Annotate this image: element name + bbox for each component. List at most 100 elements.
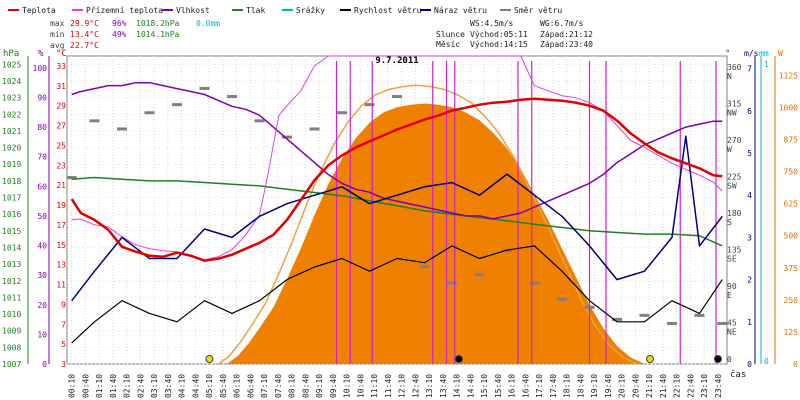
x-tick-19: 09:40 — [329, 374, 338, 398]
axis-pct-tick-2: 80 — [37, 123, 47, 132]
wind-dir-mark-4 — [172, 103, 182, 107]
axis-wm2-tick-6: 375 — [784, 264, 799, 273]
axis-degc-tick-2: 29 — [56, 102, 66, 111]
axis-dir-tick-4: 180 — [727, 209, 742, 218]
stats-block: max 29.9°C 96% 1018.2hPa 0.0mm min 13.4°… — [50, 19, 220, 50]
marker-moonrise — [454, 355, 463, 363]
sunset-info: Západ:21:12 — [540, 30, 593, 39]
legend-label-5: Rychlost větru — [354, 6, 422, 15]
wind-dir-mark-22 — [667, 321, 677, 325]
chart-title: 9.7.2011 — [375, 56, 418, 66]
x-tick-9: 04:40 — [191, 374, 200, 398]
axis-dir-name-7: NE — [727, 328, 737, 337]
axis-degc-tick-6: 21 — [56, 181, 66, 190]
axis-hpa-tick-11: 1014 — [2, 243, 21, 252]
axis-hpa-tick-18: 1007 — [2, 360, 21, 369]
wind-dir-mark-21 — [639, 313, 650, 317]
x-tick-23: 11:40 — [384, 374, 393, 398]
axis-pct-tick-3: 70 — [37, 153, 47, 162]
moonset-info: Západ:23:40 — [540, 40, 593, 49]
wind-speed-line — [71, 245, 723, 344]
axis-degc-tick-0: 33 — [56, 62, 66, 71]
axis-pct-tick-8: 20 — [37, 301, 47, 310]
x-tick-38: 19:10 — [590, 374, 599, 398]
axis-pct-tick-4: 60 — [37, 182, 47, 191]
axis-degc-tick-11: 11 — [56, 281, 66, 290]
axis-dir-tick-6: 90 — [727, 282, 737, 291]
axis-degc-tick-1: 31 — [56, 82, 66, 91]
wind-dir-mark-24 — [717, 321, 728, 325]
x-tick-44: 22:10 — [673, 374, 682, 398]
axis-hpa-tick-4: 1021 — [2, 127, 21, 136]
axis-pct-tick-9: 10 — [37, 330, 47, 339]
x-tick-22: 11:10 — [370, 374, 379, 398]
x-tick-12: 06:10 — [233, 374, 242, 398]
x-axis-label: čas — [730, 369, 746, 380]
x-tick-33: 16:40 — [521, 374, 530, 398]
axis-mm-title: mm — [759, 49, 769, 58]
axis-wm2-tick-5: 500 — [784, 232, 799, 241]
x-tick-28: 14:10 — [453, 374, 462, 398]
legend: Teplota Přízemní teplota Vlhkost Tlak Srážky… — [8, 6, 562, 15]
legend-label-3: Tlak — [246, 6, 265, 15]
x-tick-41: 20:40 — [631, 374, 640, 398]
axis-pct-tick-1: 90 — [37, 93, 47, 102]
stats-max-label: max — [50, 19, 65, 28]
axis-pct-tick-10: 0 — [42, 360, 47, 369]
axis-pct-title: % — [38, 49, 44, 59]
x-tick-18: 09:10 — [315, 374, 324, 398]
axis-ms-tick-1: 6 — [747, 107, 752, 116]
axis-hpa-tick-8: 1017 — [2, 194, 21, 203]
x-tick-40: 20:10 — [618, 374, 627, 398]
x-tick-47: 23:40 — [714, 374, 723, 398]
axis-degc-tick-3: 27 — [56, 122, 66, 131]
x-tick-17: 08:40 — [301, 374, 310, 398]
x-tick-4: 02:10 — [123, 374, 132, 398]
marker-sunset — [646, 355, 654, 363]
wind-dir-mark-20 — [612, 317, 622, 321]
x-tick-27: 13:40 — [439, 374, 448, 398]
x-tick-1: 00:40 — [81, 374, 90, 398]
axis-wm2-tick-9: 0 — [793, 360, 798, 369]
axis-ms-tick-4: 3 — [747, 233, 752, 242]
wind-dir-mark-14 — [447, 281, 457, 285]
axis-hpa-tick-9: 1016 — [2, 210, 21, 219]
wind-dir-mark-17 — [529, 281, 540, 285]
x-tick-8: 04:10 — [178, 374, 187, 398]
axes: hPa1025102410231022102110201019101810171… — [2, 49, 798, 369]
axis-dir-name-2: W — [727, 145, 732, 154]
x-tick-31: 15:40 — [494, 374, 503, 398]
axis-wm2-tick-3: 750 — [784, 168, 799, 177]
x-tick-13: 06:40 — [246, 374, 255, 398]
axis-degc-title: °C — [56, 49, 67, 59]
x-tick-34: 17:10 — [535, 374, 544, 398]
x-tick-6: 03:10 — [150, 374, 159, 398]
axis-dir-tick-7: 45 — [727, 319, 737, 328]
stats-avg-temp: 22.7°C — [70, 41, 99, 50]
axis-dir-title: ° — [725, 49, 730, 59]
x-tick-37: 18:40 — [576, 374, 585, 398]
legend-label-0: Teplota — [22, 6, 56, 15]
axis-hpa-tick-6: 1019 — [2, 160, 21, 169]
axis-dir-name-0: N — [727, 72, 732, 81]
axis-wm2-tick-2: 875 — [784, 135, 799, 144]
stats-min-temp: 13.4°C — [70, 30, 99, 39]
axis-degc-tick-7: 19 — [56, 201, 66, 210]
x-tick-14: 07:10 — [260, 374, 269, 398]
axis-dir-name-1: NW — [727, 109, 737, 118]
axis-ms-title: m/s — [744, 49, 759, 58]
axis-degc-tick-4: 25 — [56, 141, 66, 150]
x-tick-35: 17:40 — [549, 374, 558, 398]
x-tick-29: 14:40 — [466, 374, 475, 398]
axis-ms-tick-0: 7 — [747, 65, 752, 74]
wind-dir-mark-23 — [694, 313, 705, 317]
axis-mm-tick-1: 0 — [764, 357, 769, 366]
x-tick-45: 22:40 — [686, 374, 695, 398]
x-tick-20: 10:10 — [343, 374, 352, 398]
temperature-line — [70, 97, 723, 262]
axis-mm-tick-0: 1 — [764, 60, 769, 69]
x-tick-43: 21:40 — [659, 374, 668, 398]
marker-sunrise — [205, 355, 214, 363]
axis-hpa-tick-13: 1012 — [2, 277, 21, 286]
axis-hpa-tick-16: 1009 — [2, 327, 21, 336]
